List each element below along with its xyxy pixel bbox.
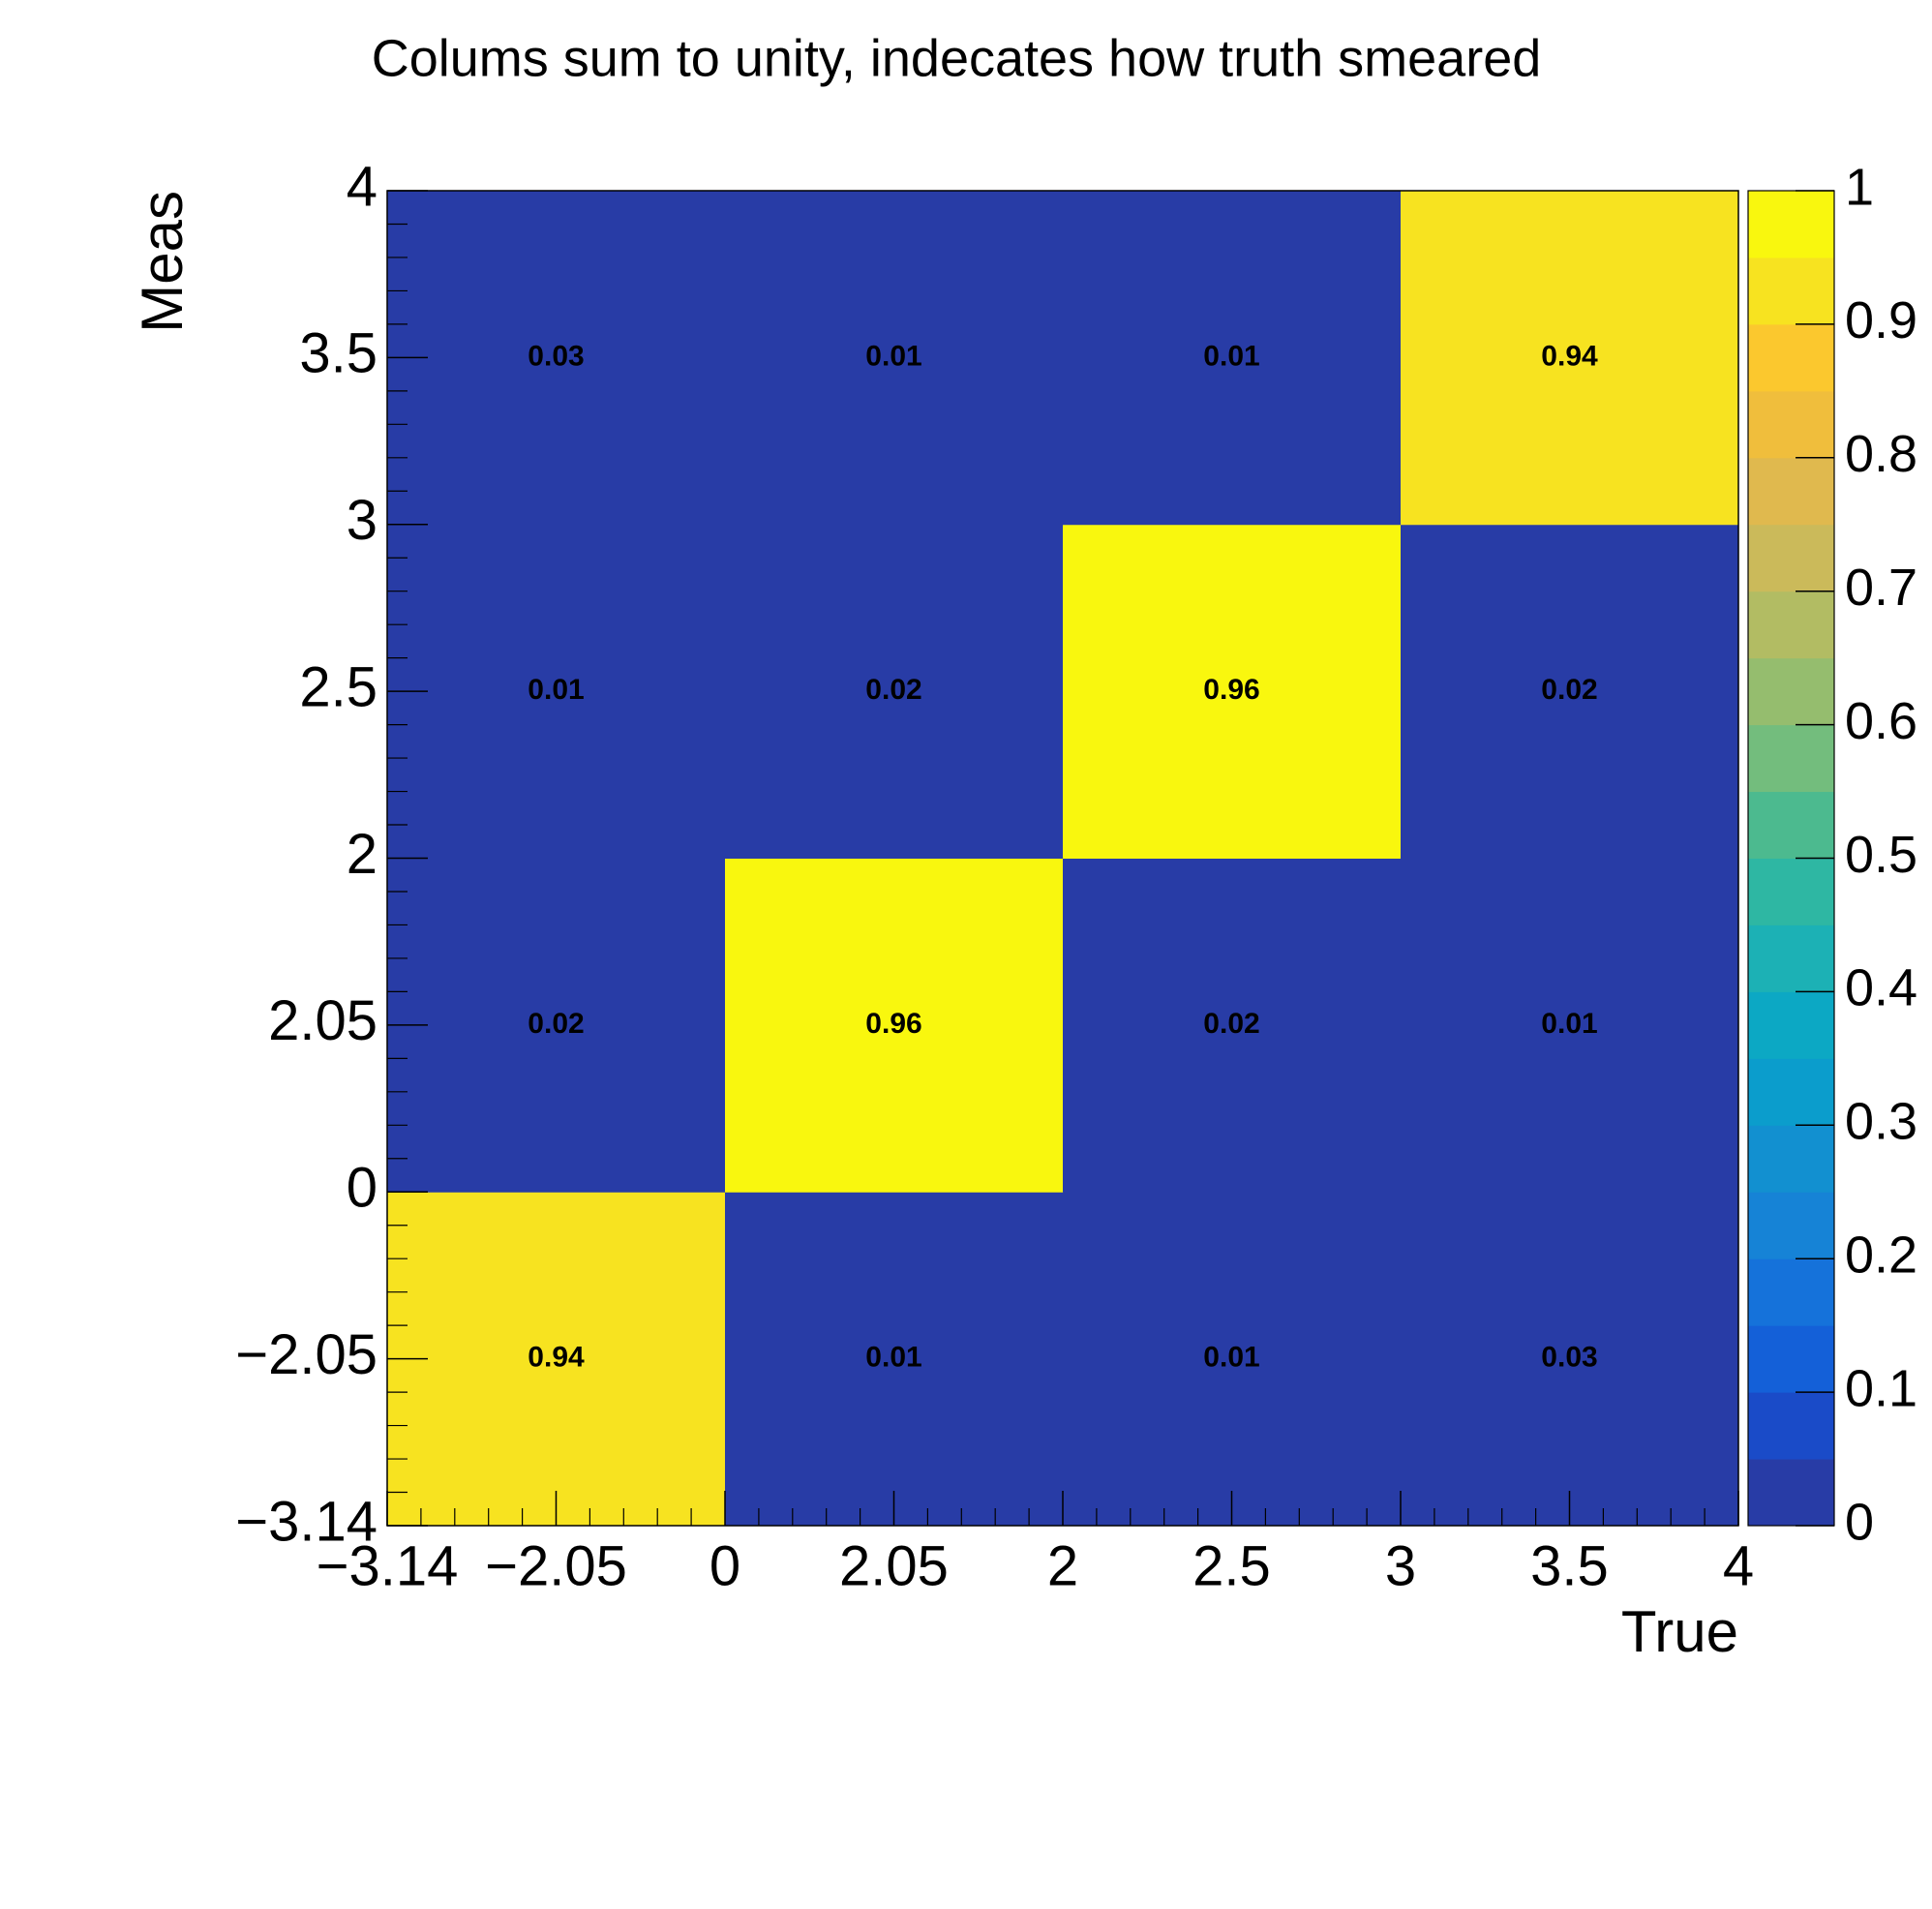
heatmap-cell: [1063, 1192, 1402, 1527]
color-bar-segment: [1748, 924, 1834, 992]
heatmap-cell: [725, 191, 1064, 526]
y-tick-label: 4: [347, 155, 377, 218]
cell-label: 0.03: [528, 340, 584, 372]
x-tick-label: 2: [1047, 1534, 1078, 1597]
cell-label: 0.01: [1541, 1008, 1597, 1040]
color-bar-segment: [1748, 1058, 1834, 1126]
color-bar-segment: [1748, 1125, 1834, 1193]
cell-label: 0.96: [1203, 674, 1259, 706]
x-tick-label: 2.5: [1192, 1534, 1271, 1597]
cell-label: 0.02: [1203, 1008, 1259, 1040]
cell-label: 0.02: [865, 674, 921, 706]
color-bar-segment: [1748, 1192, 1834, 1259]
color-bar-label: 0.8: [1845, 425, 1917, 483]
cell-label: 0.94: [1541, 340, 1598, 372]
y-tick-label: 2.05: [268, 989, 377, 1052]
x-tick-label: 3.5: [1530, 1534, 1609, 1597]
cell-label: 0.94: [528, 1342, 585, 1374]
y-tick-label: 0: [347, 1157, 377, 1220]
color-bar-segment: [1748, 191, 1834, 258]
color-bar-label: 0.4: [1845, 959, 1917, 1017]
cell-label: 0.01: [1203, 1342, 1259, 1374]
heatmap-cell: [387, 1192, 726, 1527]
y-tick-label: −2.05: [235, 1323, 377, 1386]
x-tick-label: 0: [709, 1534, 740, 1597]
color-bar-segment: [1748, 390, 1834, 459]
heatmap-cell: [725, 524, 1064, 859]
color-bar-segment: [1748, 791, 1834, 859]
heatmap-cell: [387, 191, 726, 526]
heatmap-cell: [387, 858, 726, 1193]
heatmap-cell: [725, 1192, 1064, 1527]
heatmap-cell: [1401, 858, 1739, 1193]
color-bar-label: 0.1: [1845, 1359, 1917, 1417]
heatmap-cell: [387, 524, 726, 859]
cell-label: 0.01: [865, 1342, 921, 1374]
chart-title: Colums sum to unity, indecates how truth…: [372, 29, 1542, 87]
y-tick-label: 2.5: [299, 655, 377, 718]
heatmap-cell: [1063, 858, 1402, 1193]
cell-label: 0.01: [865, 340, 921, 372]
x-axis-label: True: [1621, 1599, 1738, 1664]
cell-label: 0.01: [1203, 340, 1259, 372]
color-bar-label: 0.6: [1845, 692, 1917, 750]
color-bar-label: 0.5: [1845, 826, 1917, 884]
x-tick-label: −3.14: [317, 1534, 459, 1597]
color-bar-segment: [1748, 257, 1834, 325]
heatmap-cell: [1401, 191, 1739, 526]
color-bar-label: 0.9: [1845, 291, 1917, 349]
x-tick-label: 2.05: [839, 1534, 949, 1597]
y-tick-label: 3: [347, 489, 377, 552]
cell-label: 0.96: [865, 1008, 921, 1040]
x-tick-label: 3: [1385, 1534, 1416, 1597]
x-tick-label: 4: [1723, 1534, 1754, 1597]
cell-label: 0.01: [528, 674, 584, 706]
color-bar-segment: [1748, 724, 1834, 793]
color-bar-segment: [1748, 323, 1834, 392]
y-tick-label: −3.14: [235, 1490, 377, 1553]
color-bar-label: 0.3: [1845, 1093, 1917, 1151]
color-bar-segment: [1748, 991, 1834, 1059]
y-axis-label: Meas: [130, 191, 195, 333]
color-bar-segment: [1748, 524, 1834, 592]
color-bar-label: 0: [1845, 1493, 1874, 1551]
color-bar-label: 0.2: [1845, 1226, 1917, 1284]
heatmap-cell: [1063, 524, 1402, 859]
heatmap-cell: [1063, 191, 1402, 526]
cell-label: 0.03: [1541, 1342, 1597, 1374]
color-bar-label: 0.7: [1845, 559, 1917, 617]
x-tick-label: −2.05: [485, 1534, 627, 1597]
y-tick-label: 2: [347, 823, 377, 886]
color-bar-segment: [1748, 1392, 1834, 1460]
cell-label: 0.02: [1541, 674, 1597, 706]
color-bar-segment: [1748, 1258, 1834, 1326]
cell-label: 0.02: [528, 1008, 584, 1040]
color-bar-segment: [1748, 591, 1834, 659]
heatmap-cell: [725, 858, 1064, 1193]
heatmap-cell: [1401, 524, 1739, 859]
color-bar-segment: [1748, 858, 1834, 925]
color-bar-segment: [1748, 657, 1834, 726]
color-bar-segment: [1748, 1459, 1834, 1527]
color-bar-segment: [1748, 1325, 1834, 1393]
y-tick-label: 3.5: [299, 322, 377, 385]
heatmap-cell: [1401, 1192, 1739, 1527]
color-bar-label: 1: [1845, 158, 1874, 216]
color-bar-segment: [1748, 457, 1834, 526]
